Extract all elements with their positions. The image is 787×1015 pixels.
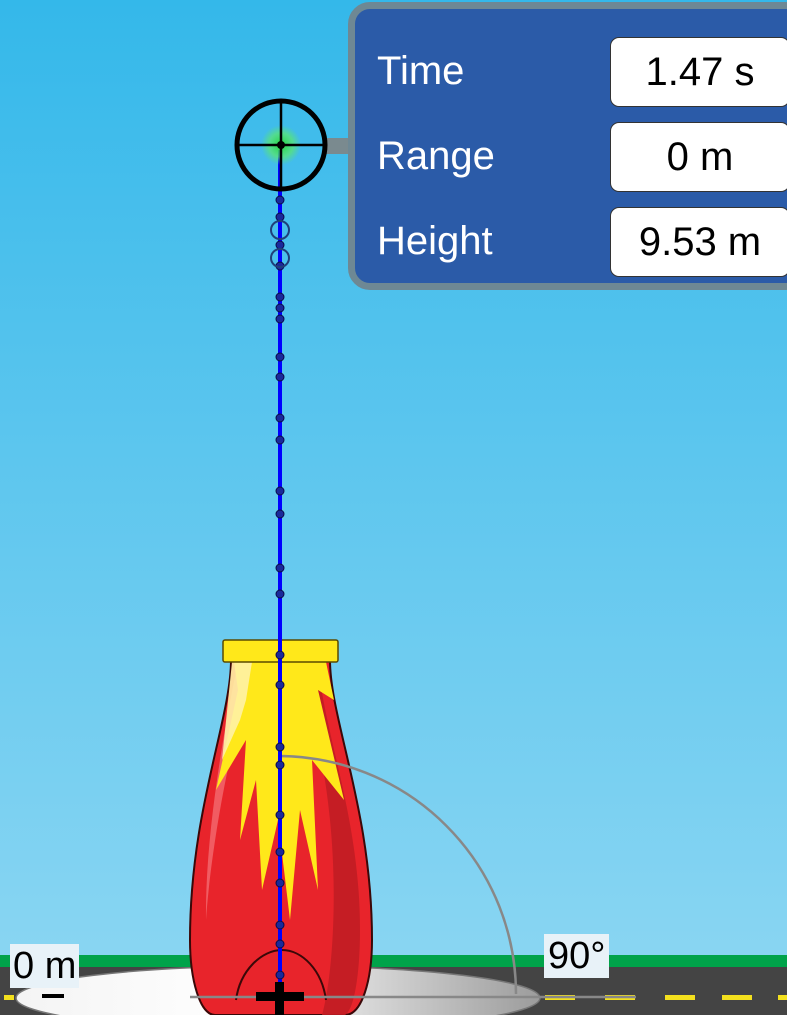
range-value: 0 m [610, 122, 787, 192]
range-label: Range [377, 134, 495, 178]
crosshair-target-tool[interactable] [234, 98, 328, 192]
apex-markers [270, 220, 290, 268]
time-row: Time 1.47 s [355, 31, 787, 107]
height-row: Height 9.53 m [355, 201, 787, 277]
range-row: Range 0 m [355, 116, 787, 192]
height-value: 9.53 m [610, 207, 787, 277]
angle-arc [277, 754, 518, 995]
time-label: Time [377, 49, 465, 93]
measurement-panel[interactable]: Time 1.47 s Range 0 m Height 9.53 m [348, 2, 787, 290]
grass-strip [0, 955, 787, 967]
time-value: 1.47 s [610, 37, 787, 107]
height-label: Height [377, 219, 493, 263]
cannon-height-readout[interactable]: 0 m [10, 944, 80, 988]
height-scale-mark [42, 994, 64, 998]
launch-angle-readout[interactable]: 90° [544, 934, 610, 978]
trajectory-points [275, 195, 285, 980]
panel-connector [325, 138, 351, 154]
cannon-pivot-cross[interactable] [256, 982, 304, 1015]
